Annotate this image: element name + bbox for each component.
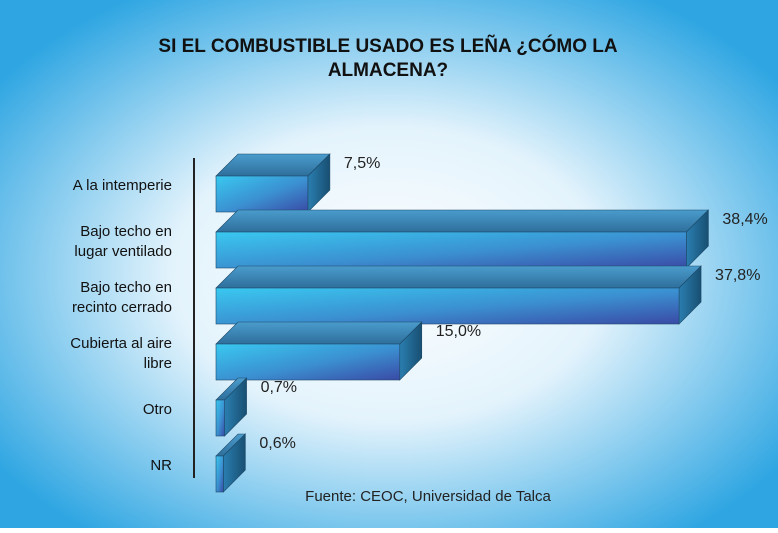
- category-label: Bajo techo en: [80, 279, 172, 296]
- chart-title-line-1: SI EL COMBUSTIBLE USADO ES LEÑA ¿CÓMO LA: [158, 35, 617, 57]
- chart-title-line-2: ALMACENA?: [328, 60, 448, 81]
- category-label: A la intemperie: [73, 177, 172, 194]
- bar-value-label: 0,7%: [261, 379, 297, 396]
- category-label: Otro: [143, 401, 172, 418]
- category-labels-group: A la intemperie Bajo techo en lugar ventil…: [70, 177, 172, 474]
- category-label: NR: [150, 457, 172, 474]
- bars-group: 7,5% 38,4% 37,8% 15,0% 0,7% 0,6%: [215, 153, 768, 493]
- category-label: Cubierta al aire: [70, 335, 172, 352]
- bar: [215, 399, 225, 437]
- bar: [215, 231, 687, 269]
- bar-value-label: 15,0%: [436, 323, 481, 340]
- bar-top-face: [215, 209, 710, 233]
- bar-value-label: 37,8%: [715, 267, 760, 284]
- chart-source-note: Fuente: CEOC, Universidad de Talca: [305, 488, 551, 505]
- category-label: lugar ventilado: [74, 243, 172, 260]
- category-label: libre: [144, 355, 172, 372]
- bar: [215, 343, 401, 381]
- bar-value-label: 0,6%: [259, 435, 295, 452]
- bar-value-label: 7,5%: [344, 155, 380, 172]
- bar-value-label: 38,4%: [722, 211, 767, 228]
- category-label: Bajo techo en: [80, 223, 172, 240]
- bar: [215, 175, 309, 213]
- bar-top-face: [215, 265, 702, 289]
- bar: [215, 455, 224, 493]
- bar: [215, 287, 680, 325]
- category-label: recinto cerrado: [72, 299, 172, 316]
- bar-top-face: [215, 321, 423, 345]
